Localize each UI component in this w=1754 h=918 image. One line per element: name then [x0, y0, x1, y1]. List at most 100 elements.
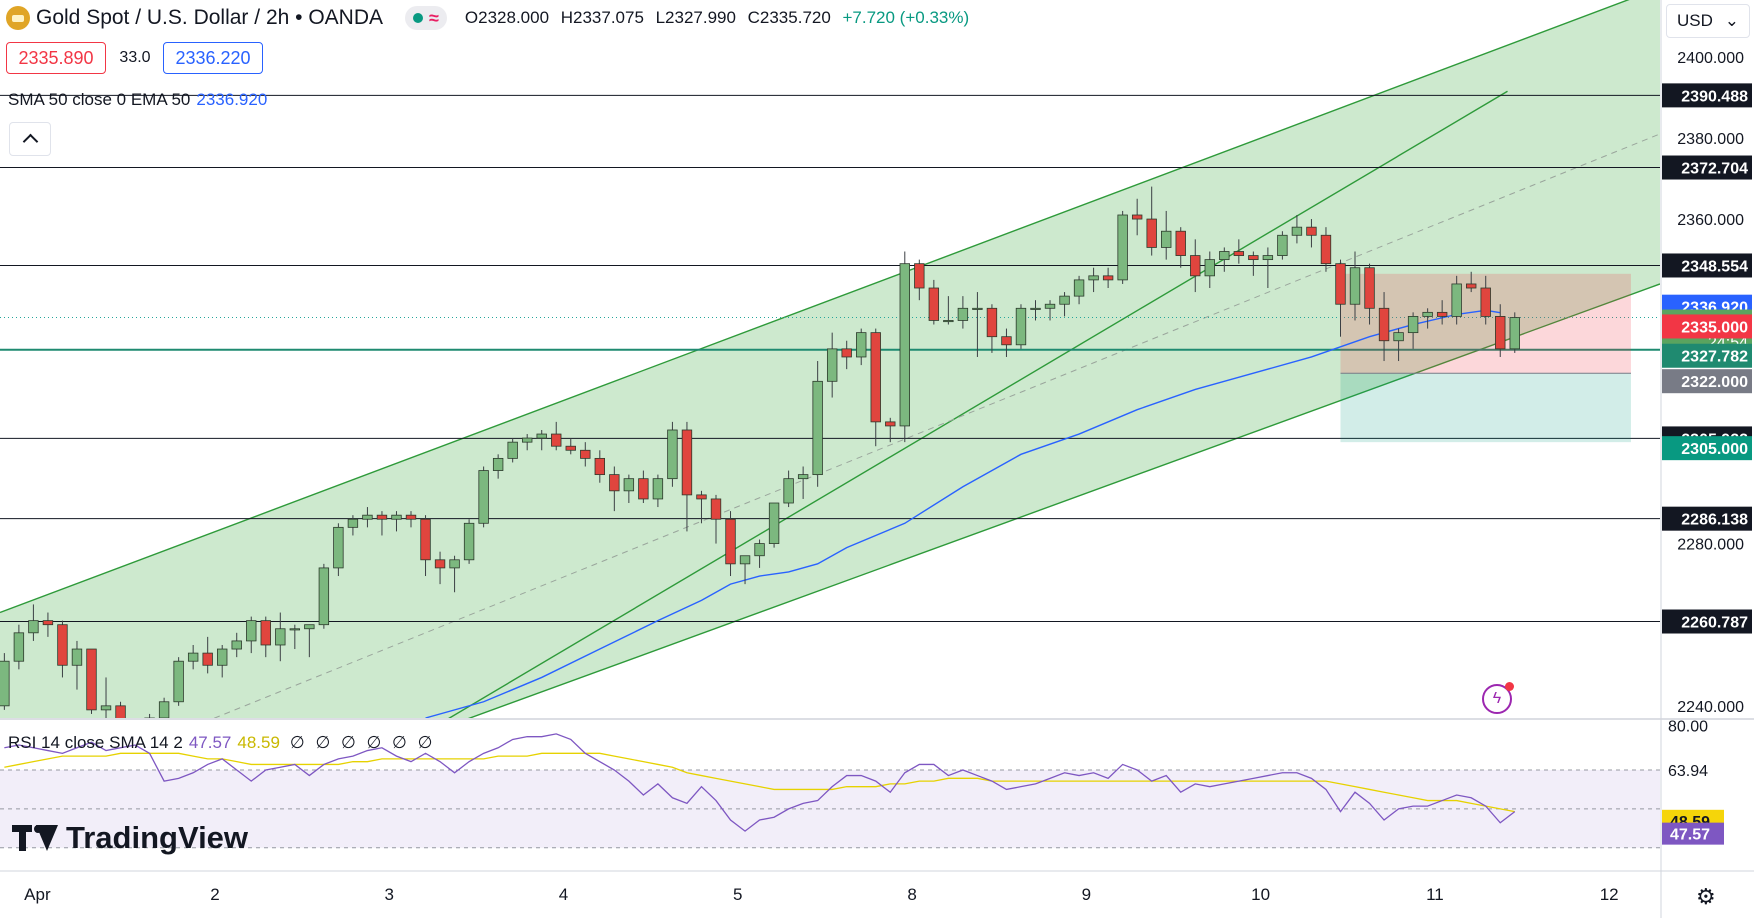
settings-gear-icon[interactable]: ⚙ [1696, 884, 1716, 909]
candle-body [231, 640, 242, 650]
candle [1378, 292, 1390, 362]
candle-body [507, 441, 518, 459]
candle [797, 466, 809, 499]
candle [478, 466, 489, 528]
candle-body [391, 514, 402, 520]
candle-body [885, 421, 896, 427]
candle [318, 563, 330, 629]
candle-body [318, 567, 330, 626]
candle-body [943, 320, 954, 323]
symbol-name[interactable]: Gold Spot / U.S. Dollar [36, 6, 249, 29]
time-label-3: 4 [559, 885, 568, 904]
rsi-value-tag-bg [1662, 822, 1724, 845]
candle-body [1451, 283, 1462, 317]
candle [783, 470, 794, 508]
candle [623, 474, 635, 504]
interval[interactable]: 2h [265, 6, 290, 29]
candle-body [1306, 226, 1317, 236]
candle [652, 474, 664, 508]
time-label-7: 10 [1251, 885, 1270, 904]
candle [100, 677, 112, 718]
candle-body [725, 518, 736, 565]
level-tag-4-bg [1662, 506, 1752, 531]
candle [1436, 300, 1448, 325]
candle-body [1320, 234, 1332, 265]
candle [28, 604, 39, 641]
candle-body [434, 559, 446, 569]
candle [1015, 304, 1027, 349]
candle [739, 555, 751, 585]
sma-value: 2336.920 [196, 90, 268, 109]
candle [1044, 300, 1056, 321]
candle-body [1436, 311, 1448, 317]
market-status-badge[interactable]: ≈ [405, 6, 447, 30]
candle-body [536, 433, 547, 439]
time-label-5: 8 [907, 885, 916, 904]
brand-name: TradingView [66, 820, 249, 855]
chevron-up-icon [22, 133, 38, 150]
sell-button[interactable]: 2335.890 [6, 42, 106, 74]
candle-body [1407, 316, 1419, 334]
candle-body [1088, 275, 1099, 281]
candle-body [1030, 307, 1041, 310]
candle-body [580, 449, 591, 459]
candle [71, 640, 83, 690]
level-tag-2: 2348.554 [1681, 258, 1748, 275]
candle-body [1335, 263, 1346, 305]
candle [1495, 304, 1506, 357]
candle [943, 296, 954, 325]
candle [1131, 198, 1143, 236]
candle [304, 624, 315, 658]
currency-select[interactable]: USD ⌄ [1666, 4, 1750, 38]
candle-body [1044, 303, 1056, 309]
lightning-alert-icon[interactable]: ϟ [1482, 682, 1514, 714]
candle-body [275, 628, 286, 646]
candle [710, 494, 722, 544]
candle [1059, 292, 1070, 317]
candle-body [1422, 311, 1433, 317]
candle [1001, 328, 1012, 357]
candle [696, 490, 707, 524]
candle-body [1378, 307, 1390, 342]
ohlc-open: O2328.000 [464, 8, 550, 27]
ohlc-change: +7.720 (+0.33%) [842, 8, 969, 28]
candle-body [492, 457, 504, 471]
candle [1190, 239, 1201, 293]
candle [826, 332, 838, 398]
candle-body [42, 620, 54, 626]
buy-button[interactable]: 2336.220 [163, 42, 263, 74]
sma-legend[interactable]: SMA 50 close 0 EMA 50 2336.920 [8, 90, 267, 110]
rsi-legend[interactable]: RSI 14 close SMA 14 2 47.57 48.59 ∅ ∅ ∅ ∅ ∅… [8, 733, 435, 753]
candle [899, 251, 910, 443]
candle [1073, 275, 1085, 305]
entry-tag-bg [1662, 314, 1752, 339]
price-tick-1: 2380.000 [1677, 131, 1744, 148]
candle [1422, 308, 1433, 329]
symbol-header: Gold Spot / U.S. Dollar / 2h • OANDA ≈ O… [6, 4, 969, 32]
candle [536, 429, 547, 451]
candle-body [463, 522, 475, 561]
channel-rail-line [448, 90, 1508, 718]
candle-body [347, 518, 359, 528]
candle-body [1248, 255, 1259, 261]
candle-body [1349, 267, 1361, 305]
tradingview-logo[interactable]: TradingView [12, 820, 248, 856]
candle [1291, 214, 1303, 244]
candle [405, 511, 417, 528]
candle-body [1495, 316, 1506, 350]
candle-body [289, 628, 301, 631]
collapse-legend-button[interactable] [9, 122, 51, 156]
ema-line [425, 309, 1501, 718]
candle-body [957, 307, 969, 321]
candle [1030, 300, 1041, 321]
candle-body [594, 457, 606, 476]
rsi-tick-1: 63.94 [1668, 763, 1708, 780]
candle-body [1131, 214, 1143, 220]
channel-lower-line [467, 283, 1660, 718]
candle-body [1001, 336, 1012, 346]
ohlc-high: H2337.075 [560, 8, 644, 27]
candle [1364, 263, 1375, 325]
candle-body [623, 478, 635, 492]
candle [521, 434, 533, 451]
